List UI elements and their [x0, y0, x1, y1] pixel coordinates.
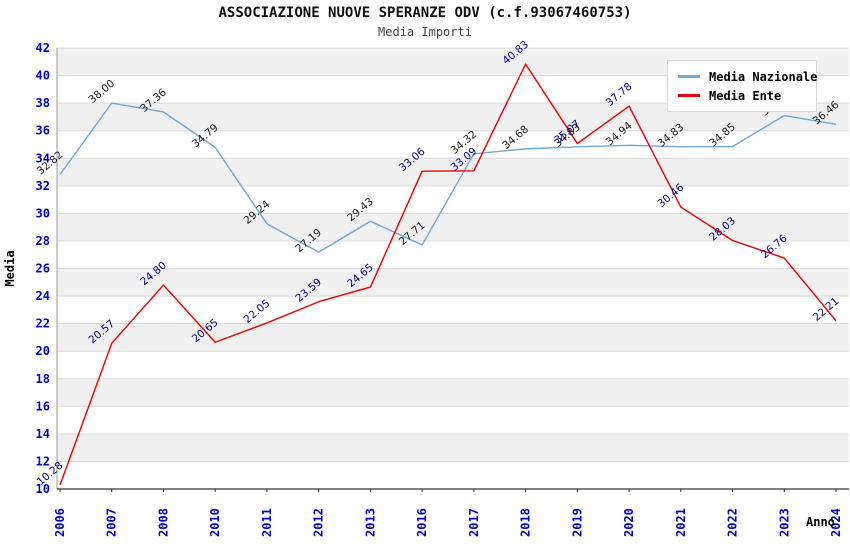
- y-tick-label: 24: [36, 289, 50, 303]
- x-tick-label: 2022: [726, 508, 740, 537]
- x-tick-label: 2010: [208, 508, 222, 537]
- legend-item-media-ente: Media Ente: [678, 86, 806, 105]
- legend-label-ente: Media Ente: [709, 88, 782, 103]
- plot-band: [57, 240, 849, 269]
- x-tick-label: 2013: [363, 508, 377, 537]
- series-line-media-ente: [59, 63, 837, 486]
- y-tick-label: 20: [36, 344, 50, 358]
- y-axis-title: Media: [3, 250, 17, 286]
- x-tick-label: 2008: [156, 508, 170, 537]
- x-tick-label: 2006: [53, 508, 67, 537]
- plot-band: [57, 351, 849, 379]
- x-tick-label: 2007: [105, 508, 119, 537]
- plot-band: [57, 158, 849, 186]
- x-tick-label: 2019: [570, 508, 584, 537]
- y-tick-label: 18: [36, 372, 50, 386]
- y-tick-label: 10: [36, 482, 50, 496]
- legend-swatch-nazionale-icon: [678, 75, 700, 78]
- chart-title: ASSOCIAZIONE NUOVE SPERANZE ODV (c.f.930…: [218, 5, 632, 21]
- y-tick-label: 40: [36, 69, 50, 83]
- x-tick-label: 2011: [260, 508, 274, 537]
- plot-band: [57, 378, 849, 407]
- x-tick-label: 2016: [415, 508, 429, 537]
- y-tick-label: 32: [36, 179, 50, 193]
- y-tick-label: 28: [36, 234, 50, 248]
- x-tick-label: 2020: [622, 508, 636, 537]
- plot-band: [57, 213, 849, 241]
- plot-band: [57, 461, 849, 489]
- plot-band: [57, 130, 849, 159]
- y-tick-label: 26: [36, 262, 50, 276]
- plot-band: [57, 268, 849, 297]
- legend-label-nazionale: Media Nazionale: [709, 69, 818, 84]
- legend-item-media-nazionale: Media Nazionale: [678, 67, 817, 86]
- y-tick-label: 36: [36, 124, 50, 138]
- legend-swatch-ente-icon: [678, 94, 700, 97]
- y-tick-label: 42: [36, 41, 50, 55]
- y-tick-label: 34: [36, 151, 50, 165]
- plot-band: [57, 406, 849, 434]
- y-tick-label: 30: [36, 206, 50, 220]
- chart-subtitle: Media Importi: [378, 25, 472, 39]
- x-tick-label: 2024: [829, 508, 843, 537]
- x-tick-label: 2023: [777, 508, 791, 537]
- x-tick-label: 2012: [312, 508, 326, 537]
- y-tick-label: 14: [36, 427, 50, 441]
- y-tick-label: 12: [36, 454, 50, 468]
- y-tick-label: 22: [36, 317, 50, 331]
- plot-band: [57, 296, 849, 324]
- series-line-media-nazionale: [59, 102, 837, 253]
- x-axis-title: Anno: [806, 515, 835, 529]
- x-tick-label: 2021: [674, 508, 688, 537]
- plot-band: [57, 433, 849, 462]
- x-tick-label: 2017: [467, 508, 481, 537]
- plot-band: [57, 323, 849, 352]
- legend: Media Nazionale Media Ente: [667, 60, 817, 112]
- x-tick-label: 2018: [519, 508, 533, 537]
- y-tick-label: 38: [36, 96, 50, 110]
- y-tick-label: 16: [36, 399, 50, 413]
